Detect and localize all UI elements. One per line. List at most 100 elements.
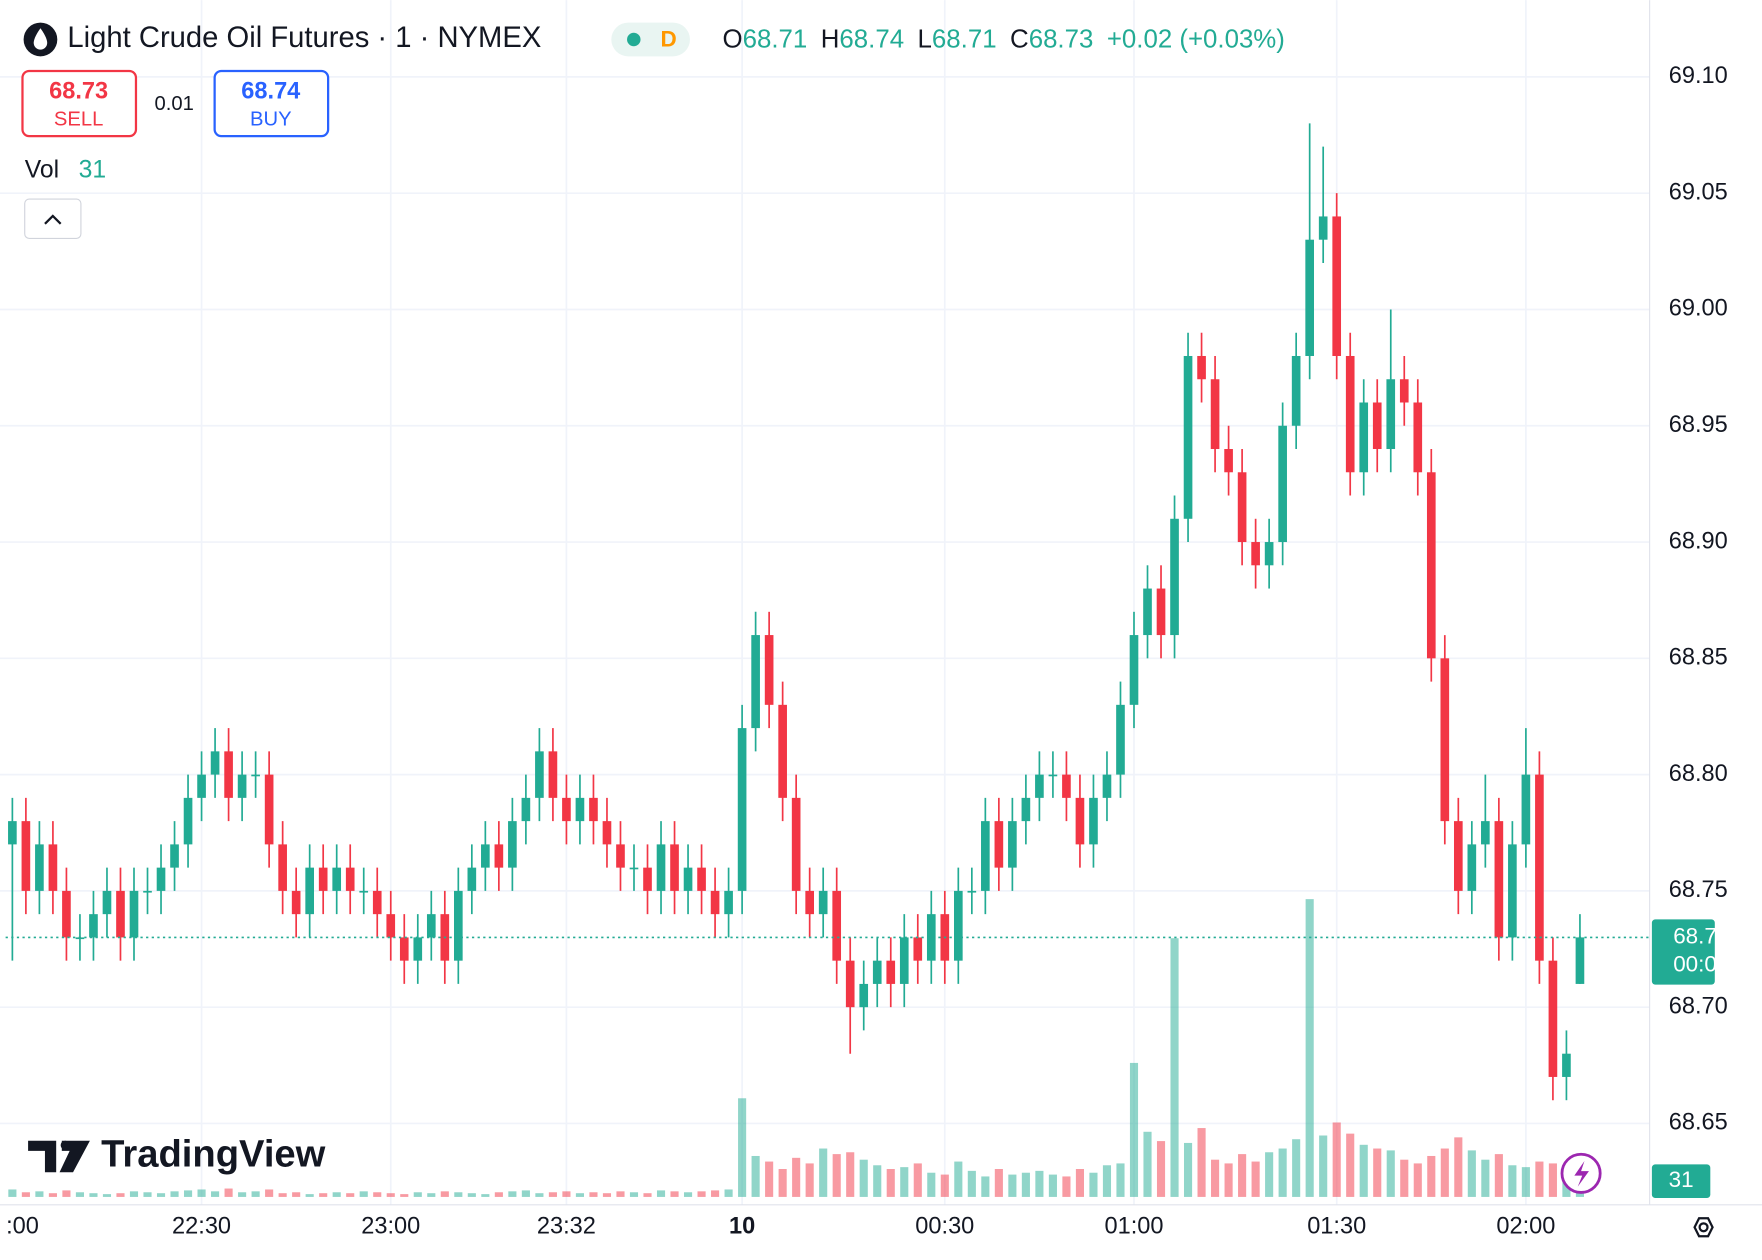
drop-icon xyxy=(33,28,48,50)
candle-body xyxy=(602,821,612,845)
volume-bar xyxy=(1332,1122,1341,1197)
buy-button[interactable] xyxy=(213,69,330,138)
candle-body xyxy=(264,774,274,845)
candle-body xyxy=(1318,216,1328,240)
candle-body xyxy=(764,635,774,705)
volume-bar xyxy=(1062,1176,1071,1197)
legend-value: 68.74 xyxy=(839,25,904,53)
volume-bar xyxy=(535,1193,544,1197)
volume-bar xyxy=(197,1189,206,1197)
candle-body xyxy=(21,821,31,891)
legend-value: 68.71 xyxy=(743,25,808,53)
volume-bar xyxy=(575,1193,584,1197)
volume-bar xyxy=(427,1193,436,1197)
candle-body xyxy=(1535,774,1544,961)
volume-bar xyxy=(1197,1128,1206,1197)
candle-body xyxy=(886,960,896,984)
candle-body xyxy=(413,937,423,961)
volume-pane xyxy=(8,899,1584,1197)
volume-bar xyxy=(346,1193,355,1197)
volume-bar xyxy=(508,1191,517,1197)
volume-bar xyxy=(1494,1154,1503,1197)
volume-bar xyxy=(481,1194,490,1197)
settings-button[interactable] xyxy=(1693,1217,1714,1238)
volume-bar xyxy=(211,1191,220,1197)
legend-label: O xyxy=(723,25,743,53)
volume-bar xyxy=(1481,1159,1490,1197)
volume-bar xyxy=(643,1193,652,1197)
candle-body xyxy=(237,774,247,798)
volume-bar xyxy=(656,1190,666,1197)
candle-body xyxy=(359,890,369,893)
volume-bar xyxy=(1427,1155,1436,1197)
volume-bar xyxy=(1292,1139,1301,1197)
volume-bar xyxy=(1521,1167,1530,1197)
volume-bar xyxy=(129,1191,139,1197)
candle-body xyxy=(102,890,112,915)
candle-body xyxy=(156,867,166,891)
candle-body xyxy=(643,867,652,891)
volume-bar xyxy=(697,1191,706,1197)
collapse-button[interactable] xyxy=(24,198,82,239)
candle-body xyxy=(832,890,842,961)
legend-value: 68.73 xyxy=(1029,25,1094,53)
candle-body xyxy=(1210,379,1220,450)
legend-value: 68.71 xyxy=(932,25,997,53)
candle-body xyxy=(1440,658,1450,822)
volume-bar xyxy=(1211,1159,1220,1197)
candle-body xyxy=(494,844,504,868)
candle-body xyxy=(183,797,193,845)
volume-bar xyxy=(765,1161,774,1197)
symbol-title: Light Crude Oil Futures · 1 · NYMEX xyxy=(67,22,541,54)
candle-body xyxy=(467,867,477,891)
volume-bar xyxy=(1373,1148,1382,1197)
volume-bar xyxy=(683,1192,693,1197)
volume-bar xyxy=(359,1191,368,1197)
volume-bar xyxy=(994,1169,1003,1197)
candle-body xyxy=(332,867,342,891)
candle-body xyxy=(697,867,706,891)
candle-body xyxy=(1129,635,1139,705)
candle-body xyxy=(1575,937,1585,984)
volume-bar xyxy=(494,1192,503,1197)
candle-body xyxy=(926,914,936,961)
candle-body xyxy=(1426,472,1436,659)
candle-body xyxy=(345,867,355,891)
candle-body xyxy=(1021,797,1031,822)
candle-body xyxy=(1548,960,1558,1077)
buy-price: 68.74 xyxy=(241,78,300,104)
volume-bar xyxy=(616,1191,625,1197)
candle-body xyxy=(1062,774,1071,798)
sell-price: 68.73 xyxy=(49,78,108,104)
volume-bar xyxy=(21,1192,30,1197)
candle-body xyxy=(589,797,598,822)
candle-body xyxy=(751,635,760,729)
candle-body xyxy=(62,890,71,938)
candle-body xyxy=(1305,239,1314,356)
candle-body xyxy=(1481,821,1490,845)
volume-bar xyxy=(116,1193,125,1197)
volume-bar xyxy=(1075,1169,1084,1197)
volume-bar xyxy=(238,1192,247,1197)
candle-body xyxy=(1035,774,1044,798)
candle-body xyxy=(967,890,977,893)
volume-bar xyxy=(251,1191,260,1197)
sell-button[interactable] xyxy=(21,69,138,138)
volume-bar xyxy=(1251,1161,1260,1197)
candle-body xyxy=(791,797,801,891)
volume-bar xyxy=(859,1159,868,1197)
volume-bar xyxy=(927,1172,936,1197)
volume-bar xyxy=(292,1192,301,1197)
settings-icon xyxy=(1693,1217,1714,1238)
volume-bar xyxy=(1129,1062,1139,1197)
candle-body xyxy=(1048,774,1058,777)
volume-price-box xyxy=(1651,1164,1711,1199)
volume-bar xyxy=(711,1190,720,1197)
volume-value: 31 xyxy=(79,156,107,183)
volume-bar xyxy=(940,1174,949,1197)
volume-bar xyxy=(670,1191,679,1197)
volume-bar xyxy=(1265,1152,1274,1197)
chevron-icon xyxy=(44,214,62,225)
volume-bar xyxy=(751,1155,760,1197)
candle-body xyxy=(710,890,720,915)
